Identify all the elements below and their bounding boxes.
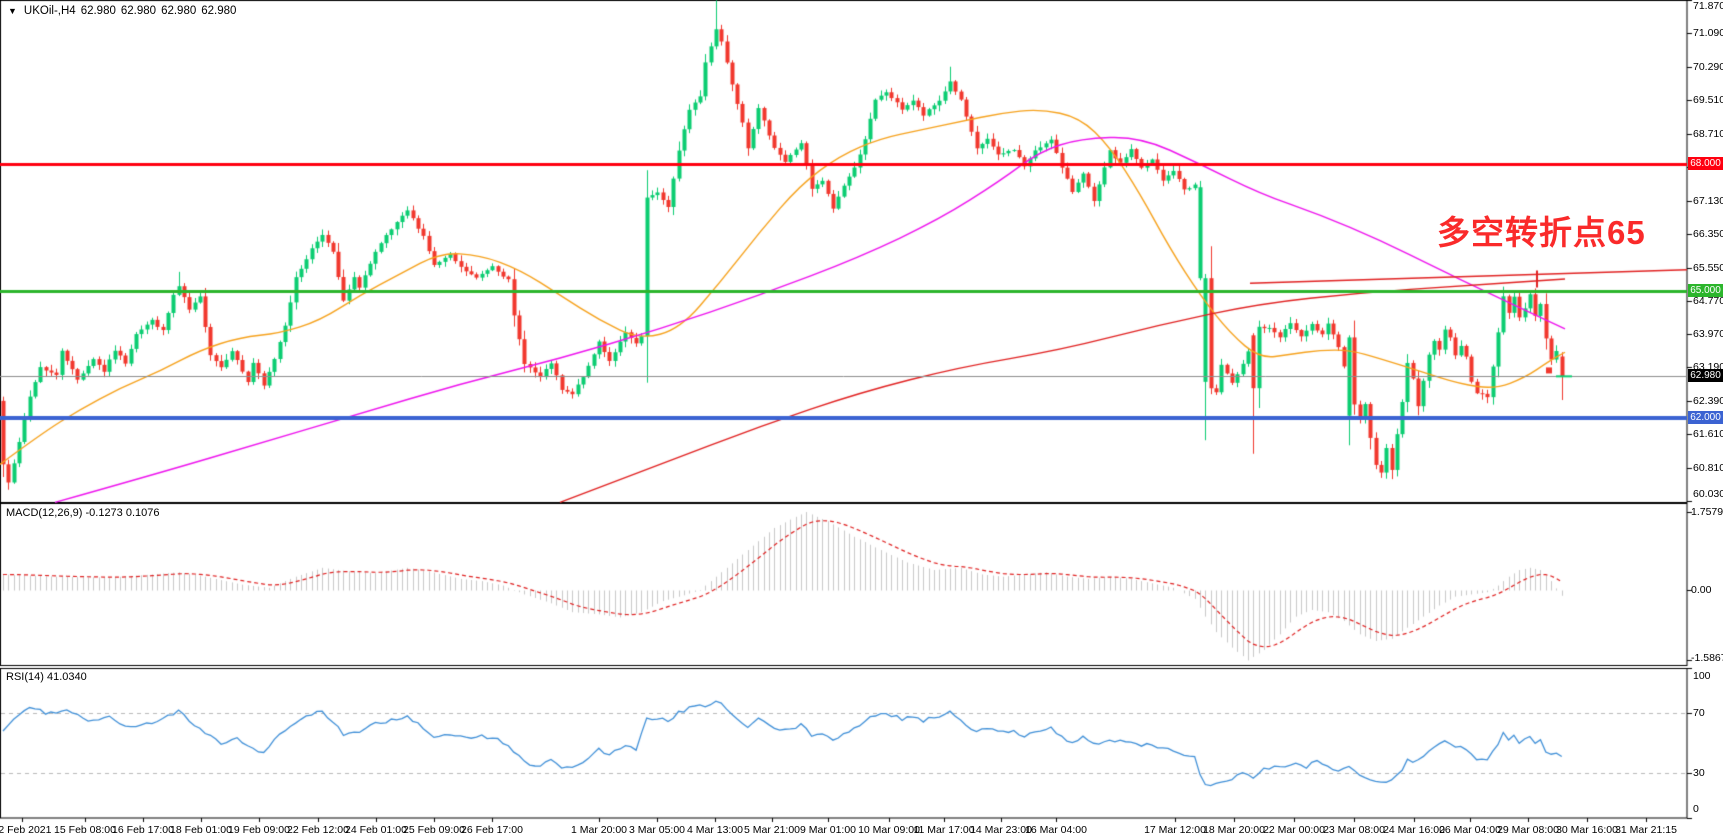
price-tick-label: 60.030 (1693, 488, 1723, 500)
price-tick-label: 66.350 (1693, 227, 1723, 240)
date-tick-label: 24 Mar 16:00 (1383, 824, 1445, 836)
date-tick-label: 12 Feb 2021 (0, 824, 52, 836)
date-tick-label: 18 Mar 20:00 (1203, 824, 1265, 836)
collapse-chevron-icon[interactable]: ▼ (8, 6, 17, 16)
macd-signal-value: 0.1076 (125, 507, 160, 519)
symbol-title: UKOil-,H4 (23, 5, 76, 17)
date-tick-label: 26 Mar 04:00 (1439, 824, 1501, 836)
date-tick-label: 22 Feb 12:00 (287, 824, 349, 836)
macd-indicator-label: MACD(12,26,9) -0.1273 0.1076 (6, 507, 160, 519)
date-tick-label: 15 Feb 08:00 (54, 824, 116, 836)
date-tick-label: 17 Mar 12:00 (1144, 824, 1206, 836)
price-tick-label: 61.610 (1693, 428, 1723, 441)
date-tick-label: 24 Feb 01:00 (345, 824, 407, 836)
date-tick-label: 16 Feb 17:00 (112, 824, 174, 836)
symbol-header: ▼ UKOil-,H4 62.980 62.980 62.980 62.980 (8, 5, 241, 17)
date-tick-label: 25 Feb 09:00 (403, 824, 465, 836)
rsi-tick-label: 70 (1693, 707, 1705, 719)
date-tick-label: 4 Mar 13:00 (686, 824, 744, 836)
date-tick-label: 29 Mar 08:00 (1497, 824, 1559, 836)
macd-name: MACD(12,26,9) (6, 507, 83, 519)
symbol-ohlc-open: 62.980 (80, 5, 116, 17)
price-tick-label: 69.510 (1693, 94, 1723, 107)
price-badge: 62.000 (1688, 411, 1723, 424)
symbol-ohlc-low: 62.980 (161, 5, 197, 17)
price-tick-label: 71.870 (1693, 0, 1723, 12)
date-tick-label: 18 Feb 01:00 (170, 824, 232, 836)
annotation-text[interactable]: 多空转折点65 (1437, 214, 1646, 251)
rsi-tick-label: 30 (1693, 767, 1705, 779)
date-tick-label: 22 Mar 00:00 (1263, 824, 1325, 836)
date-tick-label: 23 Mar 08:00 (1323, 824, 1385, 836)
date-tick-label: 30 Mar 16:00 (1556, 824, 1618, 836)
symbol-ohlc-high: 62.980 (120, 5, 157, 17)
price-tick-label: 64.770 (1693, 294, 1723, 307)
rsi-value: 41.0340 (46, 671, 87, 683)
price-tick-label: 70.290 (1693, 61, 1723, 74)
price-tick-label: 67.130 (1693, 194, 1723, 207)
price-tick-label: 65.550 (1693, 261, 1723, 274)
date-tick-label: 9 Mar 01:00 (799, 824, 857, 836)
price-tick-label: 60.810 (1693, 462, 1723, 475)
price-badge: 65.000 (1688, 284, 1723, 297)
price-badge: 68.000 (1688, 157, 1723, 170)
date-tick-label: 31 Mar 21:15 (1615, 824, 1677, 836)
price-badge: 62.980 (1688, 369, 1723, 382)
date-tick-label: 16 Mar 04:00 (1025, 824, 1087, 836)
date-tick-label: 26 Feb 17:00 (461, 824, 523, 836)
date-tick-label: 3 Mar 05:00 (628, 824, 686, 836)
macd-tick-label: 0.00 (1691, 584, 1712, 596)
price-tick-label: 62.390 (1693, 395, 1723, 408)
rsi-tick-label: 0 (1693, 803, 1699, 815)
rsi-indicator-label: RSI(14) 41.0340 (6, 671, 87, 683)
macd-tick-label: -1.5867 (1691, 652, 1723, 664)
date-tick-label: 19 Feb 09:00 (228, 824, 290, 836)
date-tick-label: 14 Mar 23:00 (970, 824, 1032, 836)
rsi-name: RSI(14) (6, 671, 44, 683)
price-tick-label: 71.090 (1693, 27, 1723, 40)
date-tick-label: 5 Mar 21:00 (743, 824, 801, 836)
macd-main-value: -0.1273 (85, 507, 123, 519)
symbol-ohlc-close: 62.980 (201, 5, 237, 17)
date-tick-label: 11 Mar 17:00 (913, 824, 975, 836)
price-tick-label: 68.710 (1693, 127, 1723, 140)
rsi-tick-label: 100 (1693, 670, 1711, 682)
price-tick-label: 63.970 (1693, 328, 1723, 341)
date-tick-label: 10 Mar 09:00 (858, 824, 920, 836)
date-tick-label: 1 Mar 20:00 (570, 824, 628, 836)
macd-tick-label: 1.7579 (1691, 506, 1723, 519)
